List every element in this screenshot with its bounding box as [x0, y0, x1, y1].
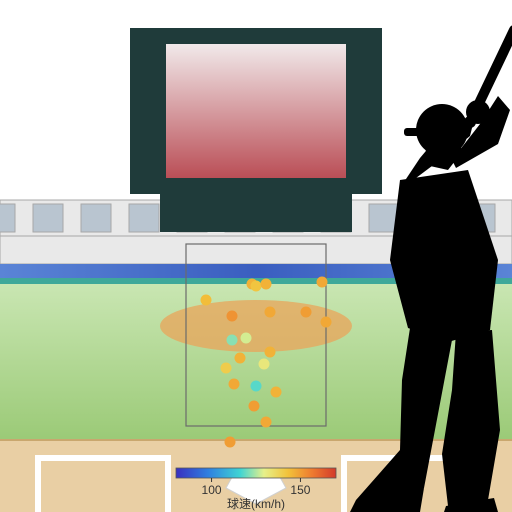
pitch-marker: [227, 311, 238, 322]
colorbar-tick-label: 100: [202, 483, 222, 497]
pitch-marker: [249, 401, 260, 412]
stands-panel: [0, 204, 15, 232]
scoreboard-base: [160, 194, 352, 232]
pitch-marker: [259, 359, 270, 370]
pitch-marker: [251, 381, 262, 392]
scoreboard-screen: [166, 44, 346, 178]
pitch-marker: [229, 379, 240, 390]
pitch-marker: [261, 279, 272, 290]
stands-panel: [81, 204, 111, 232]
stands-panel: [33, 204, 63, 232]
pitch-marker: [221, 363, 232, 374]
pitch-marker: [235, 353, 246, 364]
pitch-marker: [321, 317, 332, 328]
colorbar-tick-label: 150: [290, 483, 310, 497]
pitch-marker: [227, 335, 238, 346]
stands-panel: [129, 204, 159, 232]
colorbar: [176, 468, 336, 478]
pitch-marker: [265, 307, 276, 318]
pitch-marker: [317, 277, 328, 288]
helmet-brim: [404, 128, 428, 136]
pitch-marker: [261, 417, 272, 428]
pitch-marker: [201, 295, 212, 306]
pitch-marker: [271, 387, 282, 398]
pitch-marker: [251, 281, 262, 292]
pitch-marker: [301, 307, 312, 318]
colorbar-label: 球速(km/h): [227, 497, 285, 511]
pitch-marker: [225, 437, 236, 448]
pitch-marker: [241, 333, 252, 344]
pitch-marker: [265, 347, 276, 358]
batter-torso: [390, 170, 498, 342]
